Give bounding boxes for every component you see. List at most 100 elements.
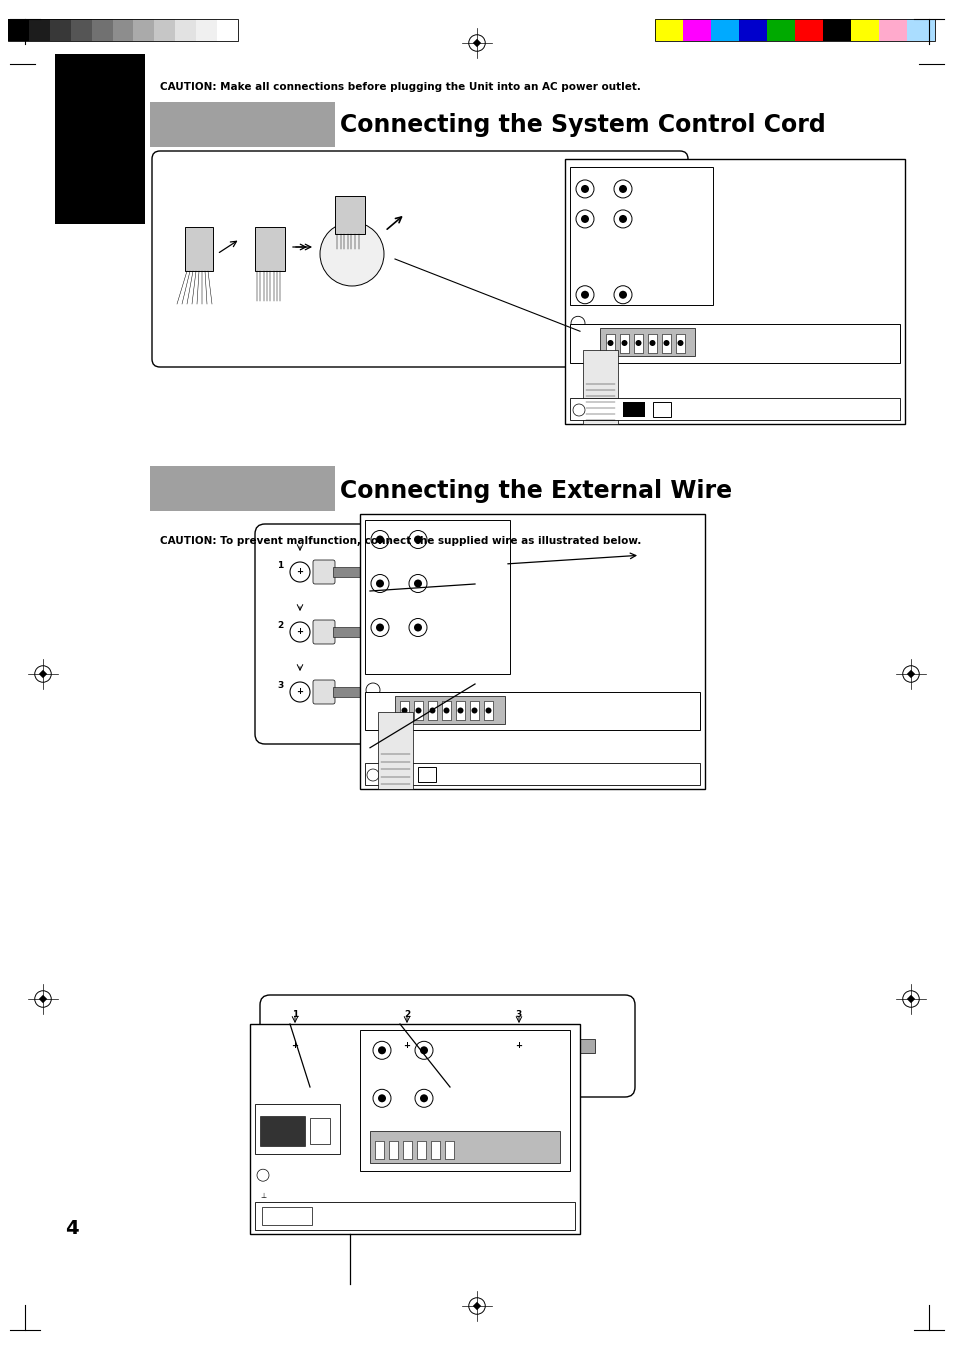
Text: 4: 4 [65,1219,78,1238]
Circle shape [416,707,421,714]
Bar [464,1039,482,1054]
Circle shape [618,214,626,223]
Circle shape [290,563,310,581]
Bar [260,1116,305,1147]
Bar [389,1141,397,1159]
Circle shape [377,1143,386,1151]
Bar [175,19,196,40]
Bar [150,103,335,147]
Bar [399,701,409,720]
Circle shape [319,223,384,286]
Circle shape [373,1089,391,1108]
Bar [29,19,50,40]
Bar [605,333,615,352]
Circle shape [580,291,588,298]
Text: CAUTION: To prevent malfunction, connect the supplied wire as illustrated below.: CAUTION: To prevent malfunction, connect… [160,536,640,546]
Circle shape [576,210,594,228]
FancyBboxPatch shape [313,560,335,584]
Bar [365,764,700,785]
Bar [652,402,670,417]
Text: +: + [403,1041,410,1051]
Text: ⊥: ⊥ [259,1194,266,1199]
Bar [365,692,700,730]
FancyBboxPatch shape [416,1033,438,1058]
Circle shape [576,286,594,304]
Bar [906,19,934,40]
Bar [661,333,670,352]
Circle shape [415,1137,433,1155]
Bar [414,701,422,720]
Bar [619,333,628,352]
Bar [548,1041,577,1051]
Circle shape [620,340,627,345]
Bar [569,167,712,305]
Bar [368,625,390,639]
Bar [71,19,91,40]
FancyBboxPatch shape [529,1033,551,1058]
Text: Connecting the External Wire: Connecting the External Wire [339,479,731,503]
Bar [154,19,175,40]
Bar [335,196,365,233]
Circle shape [618,291,626,298]
Bar [599,329,695,356]
Circle shape [649,340,655,345]
Bar [196,19,217,40]
Bar [8,19,29,40]
Bar [254,227,285,271]
Text: 3: 3 [516,1010,521,1020]
Bar [878,19,906,40]
Circle shape [366,683,379,697]
Bar [395,696,504,724]
Circle shape [580,185,588,193]
FancyBboxPatch shape [254,523,484,745]
Circle shape [375,536,384,544]
Text: 2: 2 [276,622,283,630]
Text: Connecting the System Control Cord: Connecting the System Control Cord [339,113,825,138]
Bar [359,514,704,789]
Circle shape [373,1137,391,1155]
Text: +: + [515,1041,522,1051]
Bar [368,564,390,580]
Polygon shape [906,670,914,679]
Bar [739,19,766,40]
Polygon shape [473,39,480,47]
Bar [353,1039,371,1054]
Bar [254,1202,575,1230]
Bar [428,701,436,720]
Bar [365,519,509,673]
Bar [431,1141,439,1159]
Circle shape [419,1047,428,1055]
Circle shape [414,536,421,544]
Bar [441,701,451,720]
Circle shape [576,179,594,198]
Circle shape [371,575,389,592]
Bar [333,687,368,697]
Text: +: + [296,688,303,696]
Circle shape [371,618,389,637]
Circle shape [429,707,435,714]
Bar [91,19,112,40]
Bar [456,701,464,720]
Text: 1: 1 [276,561,283,571]
Circle shape [396,1036,416,1056]
FancyBboxPatch shape [305,1033,327,1058]
Circle shape [414,580,421,588]
FancyBboxPatch shape [260,996,635,1097]
Bar [794,19,822,40]
Bar [333,627,368,637]
Circle shape [509,1036,529,1056]
Circle shape [471,707,477,714]
Circle shape [607,340,613,345]
Polygon shape [39,994,47,1004]
Bar [564,159,904,424]
Circle shape [419,1094,428,1102]
Bar [822,19,850,40]
FancyBboxPatch shape [313,621,335,643]
Bar [710,19,739,40]
Text: +: + [296,627,303,637]
Text: +: + [292,1041,298,1051]
Text: +: + [296,568,303,576]
Bar [569,325,899,363]
Circle shape [377,1094,386,1102]
Bar [55,54,145,224]
